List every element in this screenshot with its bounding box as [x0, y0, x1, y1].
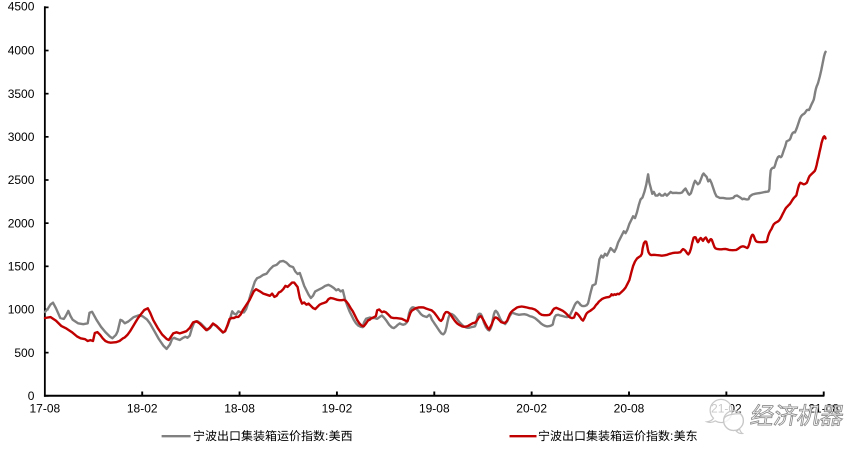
svg-text:500: 500	[14, 346, 34, 360]
svg-text:4000: 4000	[8, 44, 35, 58]
svg-text:18-08: 18-08	[224, 402, 255, 416]
svg-text::: :	[325, 429, 328, 443]
svg-text:17-08: 17-08	[29, 402, 60, 416]
svg-text:4500: 4500	[8, 0, 35, 13]
svg-text:0: 0	[28, 389, 35, 403]
svg-text:3000: 3000	[8, 130, 35, 144]
svg-text:20-08: 20-08	[614, 402, 645, 416]
svg-text:20-02: 20-02	[516, 402, 547, 416]
svg-text:3500: 3500	[8, 87, 35, 101]
svg-text:19-08: 19-08	[419, 402, 450, 416]
svg-text:2500: 2500	[8, 173, 35, 187]
svg-text:1000: 1000	[8, 303, 35, 317]
svg-text:2000: 2000	[8, 216, 35, 230]
svg-text:1500: 1500	[8, 260, 35, 274]
svg-text::: :	[670, 429, 673, 443]
svg-text:19-02: 19-02	[322, 402, 353, 416]
svg-text:18-02: 18-02	[127, 402, 158, 416]
